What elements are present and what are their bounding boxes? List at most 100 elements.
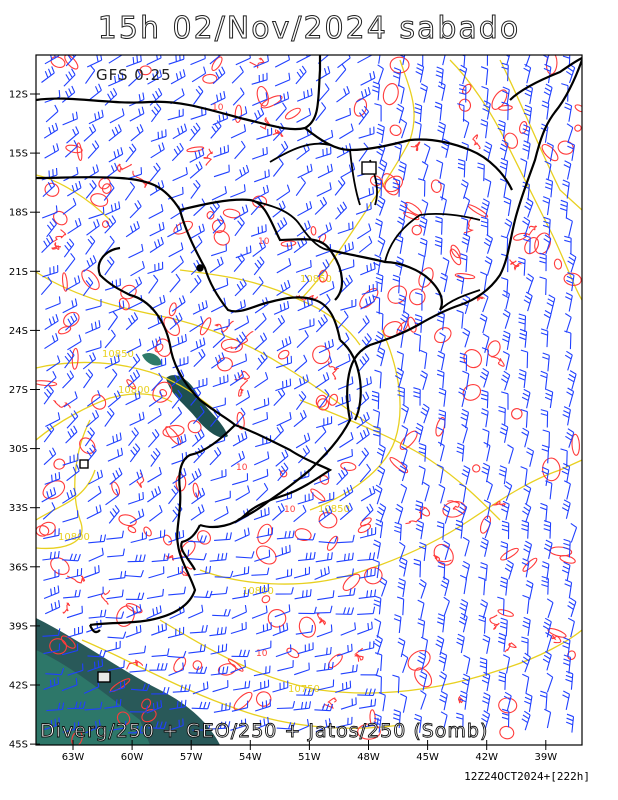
divergence-contour [357, 723, 381, 740]
wind-barb [565, 670, 574, 690]
wind-barb [337, 376, 354, 390]
wind-barb [275, 449, 289, 467]
wind-barb [419, 349, 428, 369]
divergence-contour [454, 273, 476, 280]
wind-barb [417, 253, 426, 273]
wind-barb [66, 625, 84, 638]
wind-barb [499, 178, 508, 198]
wind-barb [395, 256, 404, 276]
wind-barb [541, 466, 550, 486]
wind-barb [273, 301, 290, 315]
divergence-contour [272, 129, 284, 137]
wind-barb [209, 447, 222, 466]
wind-barb [62, 553, 81, 562]
wind-barb [149, 162, 161, 182]
wind-barb [401, 425, 409, 445]
wind-barb [398, 161, 407, 181]
wind-barb [477, 162, 485, 182]
wind-barb [272, 503, 285, 521]
wind-barb [193, 85, 204, 105]
divergence-contour [342, 573, 361, 591]
wind-barb [501, 708, 510, 728]
wind-barb [564, 102, 573, 122]
wind-barb [274, 604, 291, 618]
wind-barb [234, 140, 246, 160]
wind-barb [193, 565, 212, 576]
wind-barb [523, 63, 532, 84]
wind-barb [478, 614, 487, 634]
wind-barb [546, 598, 554, 618]
wind-barb [392, 274, 401, 294]
wind-barb [210, 120, 222, 139]
wind-barb [109, 680, 126, 693]
wind-barb [83, 124, 97, 142]
divergence-contour [52, 399, 71, 409]
divergence-contour [233, 691, 253, 711]
wind-barb [293, 701, 312, 711]
wind-barb [393, 709, 401, 729]
wind-barb [358, 447, 370, 467]
wind-barb [274, 544, 291, 558]
wind-barb [423, 143, 431, 163]
divergence-contour [101, 183, 112, 194]
wind-barb [146, 336, 162, 352]
wind-barb [315, 314, 328, 333]
wind-barb [542, 429, 550, 449]
wind-barb [423, 481, 430, 502]
geo-label-10850-b: 10850 [318, 504, 350, 515]
wind-barb [318, 83, 330, 102]
wind-barb [499, 139, 509, 160]
wind-barb [229, 369, 245, 386]
divergence-contour [186, 146, 205, 153]
wind-barb [64, 252, 76, 272]
wind-barb [360, 294, 375, 310]
wind-barb [64, 529, 81, 542]
wind-barb [275, 644, 292, 658]
divergence-contour [310, 225, 317, 236]
wind-barb [357, 223, 372, 240]
divergence-contour [574, 104, 582, 113]
divergence-contour [298, 616, 316, 638]
wind-barb [482, 692, 491, 712]
wind-barb [62, 721, 80, 733]
wind-barb [43, 423, 55, 443]
wind-barb [317, 222, 333, 238]
divergence-contour [316, 613, 326, 626]
wind-barb [41, 234, 54, 253]
wind-barb [62, 111, 78, 126]
wind-barb [419, 671, 428, 691]
wind-barb [43, 447, 57, 466]
wind-barb [232, 566, 250, 578]
wind-barb [356, 411, 370, 429]
wind-barb [172, 123, 188, 140]
wind-barb [541, 100, 550, 120]
wind-barb [400, 118, 408, 139]
wind-barb [415, 500, 424, 520]
wind-barb [561, 561, 571, 582]
wind-barb [358, 353, 370, 372]
wind-barb [87, 485, 102, 503]
lat-tick-label: 27S [9, 385, 28, 396]
divergence-contour [57, 326, 72, 335]
wind-barb [253, 665, 271, 677]
divergence-contour [192, 660, 203, 670]
wind-barb [230, 659, 247, 674]
wind-barb [439, 671, 448, 691]
wind-barb [276, 700, 296, 710]
wind-barb [252, 92, 268, 107]
wind-barb [86, 219, 100, 236]
wind-barb [150, 142, 165, 159]
wind-barb [235, 390, 251, 406]
wind-barb [213, 144, 230, 158]
wind-barb [87, 586, 104, 599]
wind-barb [542, 617, 552, 638]
wind-barb [562, 179, 570, 199]
wind-barb [461, 233, 471, 253]
wind-barb [167, 650, 187, 659]
wind-barb [108, 72, 124, 87]
wind-barb [43, 569, 60, 581]
wind-barb [566, 271, 575, 292]
wind-barb [85, 235, 96, 255]
wind-barb [129, 106, 145, 122]
wind-barb [276, 722, 296, 730]
